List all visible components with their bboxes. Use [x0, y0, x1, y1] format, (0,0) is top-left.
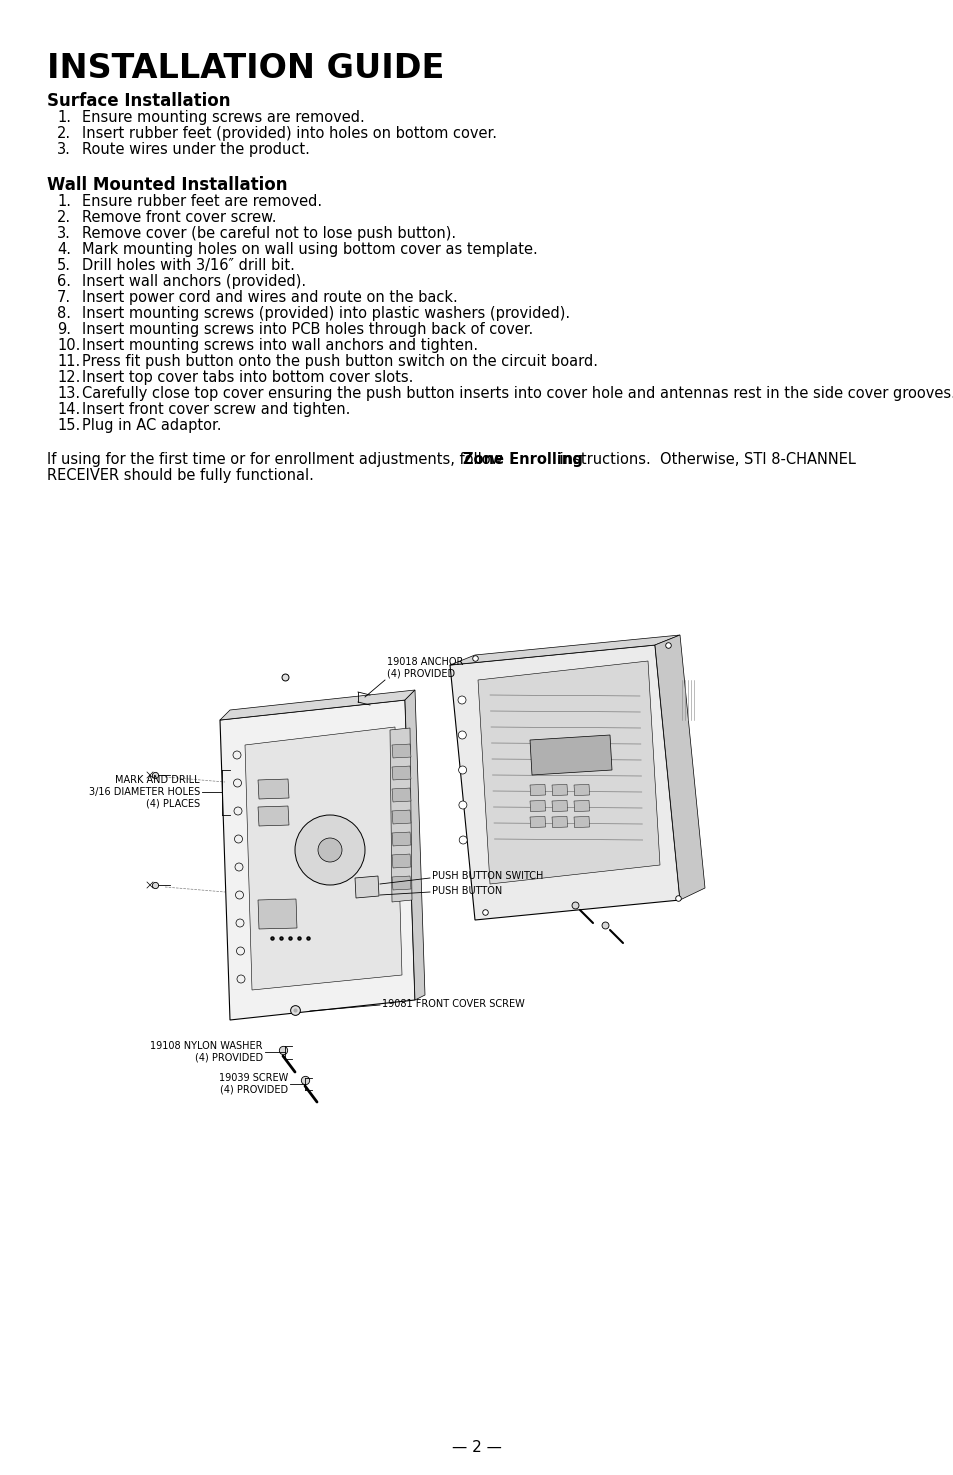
Polygon shape — [450, 645, 679, 920]
Text: Mark mounting holes on wall using bottom cover as template.: Mark mounting holes on wall using bottom… — [82, 242, 537, 257]
Text: Route wires under the product.: Route wires under the product. — [82, 142, 310, 156]
Text: PUSH BUTTON SWITCH: PUSH BUTTON SWITCH — [432, 872, 543, 881]
Circle shape — [458, 836, 467, 844]
Text: 19018 ANCHOR
(4) PROVIDED: 19018 ANCHOR (4) PROVIDED — [387, 658, 463, 678]
Text: Zone Enrolling: Zone Enrolling — [462, 451, 582, 468]
Text: Remove cover (be careful not to lose push button).: Remove cover (be careful not to lose pus… — [82, 226, 456, 240]
Text: Insert mounting screws (provided) into plastic washers (provided).: Insert mounting screws (provided) into p… — [82, 305, 570, 322]
Text: Remove front cover screw.: Remove front cover screw. — [82, 209, 276, 226]
Polygon shape — [574, 785, 589, 795]
Polygon shape — [392, 743, 411, 758]
Polygon shape — [390, 729, 412, 903]
Circle shape — [457, 732, 466, 739]
Text: Insert top cover tabs into bottom cover slots.: Insert top cover tabs into bottom cover … — [82, 370, 413, 385]
Text: RECEIVER should be fully functional.: RECEIVER should be fully functional. — [47, 468, 314, 482]
Text: Ensure mounting screws are removed.: Ensure mounting screws are removed. — [82, 111, 364, 125]
Text: Wall Mounted Installation: Wall Mounted Installation — [47, 176, 287, 195]
Polygon shape — [392, 832, 411, 847]
Text: 15.: 15. — [57, 417, 80, 434]
Text: — 2 —: — 2 — — [452, 1440, 501, 1454]
Text: MARK AND DRILL
3/16 DIAMETER HOLES
(4) PLACES: MARK AND DRILL 3/16 DIAMETER HOLES (4) P… — [89, 776, 200, 808]
Circle shape — [458, 801, 466, 808]
Text: Plug in AC adaptor.: Plug in AC adaptor. — [82, 417, 221, 434]
Circle shape — [317, 838, 341, 861]
Text: Insert mounting screws into PCB holes through back of cover.: Insert mounting screws into PCB holes th… — [82, 322, 533, 336]
Text: 19108 NYLON WASHER
(4) PROVIDED: 19108 NYLON WASHER (4) PROVIDED — [151, 1041, 263, 1063]
Polygon shape — [392, 810, 411, 825]
Text: 8.: 8. — [57, 305, 71, 322]
Polygon shape — [530, 801, 545, 811]
Polygon shape — [655, 636, 704, 900]
Text: Insert wall anchors (provided).: Insert wall anchors (provided). — [82, 274, 306, 289]
Text: instructions.  Otherwise, STI 8-CHANNEL: instructions. Otherwise, STI 8-CHANNEL — [555, 451, 856, 468]
Text: PUSH BUTTON: PUSH BUTTON — [432, 886, 501, 895]
Text: 4.: 4. — [57, 242, 71, 257]
Text: 1.: 1. — [57, 111, 71, 125]
Polygon shape — [530, 735, 612, 774]
Polygon shape — [552, 785, 567, 795]
Text: 1.: 1. — [57, 195, 71, 209]
Polygon shape — [257, 805, 289, 826]
Text: 5.: 5. — [57, 258, 71, 273]
Polygon shape — [220, 690, 415, 720]
Circle shape — [457, 696, 465, 704]
Polygon shape — [392, 876, 411, 889]
Text: 6.: 6. — [57, 274, 71, 289]
Polygon shape — [450, 636, 679, 665]
Polygon shape — [257, 779, 289, 799]
Text: 3.: 3. — [57, 142, 71, 156]
Polygon shape — [392, 766, 411, 780]
Text: Insert front cover screw and tighten.: Insert front cover screw and tighten. — [82, 403, 350, 417]
Polygon shape — [245, 727, 401, 990]
Polygon shape — [392, 788, 411, 802]
Text: 2.: 2. — [57, 209, 71, 226]
Polygon shape — [477, 661, 659, 884]
Polygon shape — [355, 876, 378, 898]
Polygon shape — [405, 690, 424, 1000]
Text: Insert power cord and wires and route on the back.: Insert power cord and wires and route on… — [82, 291, 457, 305]
Text: Insert mounting screws into wall anchors and tighten.: Insert mounting screws into wall anchors… — [82, 338, 477, 353]
Text: 2.: 2. — [57, 125, 71, 142]
Text: Press fit push button onto the push button switch on the circuit board.: Press fit push button onto the push butt… — [82, 354, 598, 369]
Text: Ensure rubber feet are removed.: Ensure rubber feet are removed. — [82, 195, 322, 209]
Polygon shape — [530, 817, 545, 827]
Text: 12.: 12. — [57, 370, 80, 385]
Text: If using for the first time or for enrollment adjustments, follow: If using for the first time or for enrol… — [47, 451, 507, 468]
Polygon shape — [530, 785, 545, 795]
Text: 19039 SCREW
(4) PROVIDED: 19039 SCREW (4) PROVIDED — [218, 1074, 288, 1094]
Text: Drill holes with 3/16″ drill bit.: Drill holes with 3/16″ drill bit. — [82, 258, 294, 273]
Polygon shape — [574, 801, 589, 811]
Text: 14.: 14. — [57, 403, 80, 417]
Polygon shape — [392, 854, 411, 867]
Text: 11.: 11. — [57, 354, 80, 369]
Text: INSTALLATION GUIDE: INSTALLATION GUIDE — [47, 52, 444, 86]
Text: Insert rubber feet (provided) into holes on bottom cover.: Insert rubber feet (provided) into holes… — [82, 125, 497, 142]
Polygon shape — [220, 701, 415, 1021]
Polygon shape — [574, 817, 589, 827]
Text: Carefully close top cover ensuring the push button inserts into cover hole and a: Carefully close top cover ensuring the p… — [82, 386, 953, 401]
Text: 19081 FRONT COVER SCREW: 19081 FRONT COVER SCREW — [381, 999, 524, 1009]
Circle shape — [458, 766, 466, 774]
Polygon shape — [552, 817, 567, 827]
Text: 7.: 7. — [57, 291, 71, 305]
Circle shape — [294, 816, 365, 885]
Text: Surface Installation: Surface Installation — [47, 91, 231, 111]
Text: 3.: 3. — [57, 226, 71, 240]
Text: 13.: 13. — [57, 386, 80, 401]
Text: 10.: 10. — [57, 338, 80, 353]
Polygon shape — [257, 898, 296, 929]
Polygon shape — [552, 801, 567, 811]
Text: 9.: 9. — [57, 322, 71, 336]
